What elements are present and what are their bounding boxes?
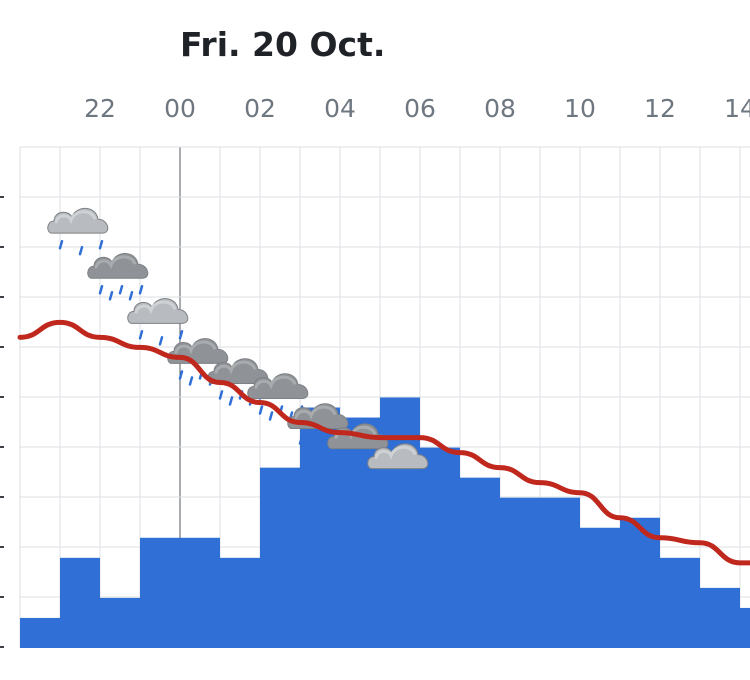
hour-label: 04 (324, 94, 356, 123)
precipitation-bar (540, 497, 580, 648)
precipitation-bar (700, 587, 740, 648)
cloud-rain-icon (87, 253, 149, 301)
precipitation-bar (60, 557, 100, 648)
hour-label: 22 (84, 94, 116, 123)
precipitation-bar (580, 527, 620, 648)
precipitation-bar (420, 447, 460, 648)
precipitation-bar (500, 497, 540, 648)
cloud-light-rain-icon (127, 298, 189, 346)
day-title: Fri. 20 Oct. (180, 25, 385, 64)
precipitation-bar (460, 477, 500, 648)
precipitation-bar (340, 417, 380, 648)
precipitation-bar (180, 537, 220, 648)
precipitation-bar (20, 617, 60, 648)
hour-label: 12 (644, 94, 676, 123)
hour-label: 00 (164, 94, 196, 123)
hour-axis-labels: 22 00 02 04 06 08 10 12 14 (84, 94, 750, 123)
precipitation-bar (100, 597, 140, 648)
precipitation-bar (220, 557, 260, 648)
hour-label: 02 (244, 94, 276, 123)
hour-label: 14 (724, 94, 750, 123)
hour-label: 10 (564, 94, 596, 123)
cloud-light-rain-icon (367, 443, 429, 491)
precipitation-bar (380, 397, 420, 648)
precipitation-bar (260, 467, 300, 648)
precipitation-bar (140, 537, 180, 648)
precipitation-bar (740, 607, 750, 648)
temperature-line (17, 319, 750, 566)
precipitation-bar (660, 557, 700, 648)
hour-label: 06 (404, 94, 436, 123)
precipitation-bars (20, 397, 750, 648)
hour-label: 08 (484, 94, 516, 123)
cloud-light-rain-icon (47, 207, 109, 256)
